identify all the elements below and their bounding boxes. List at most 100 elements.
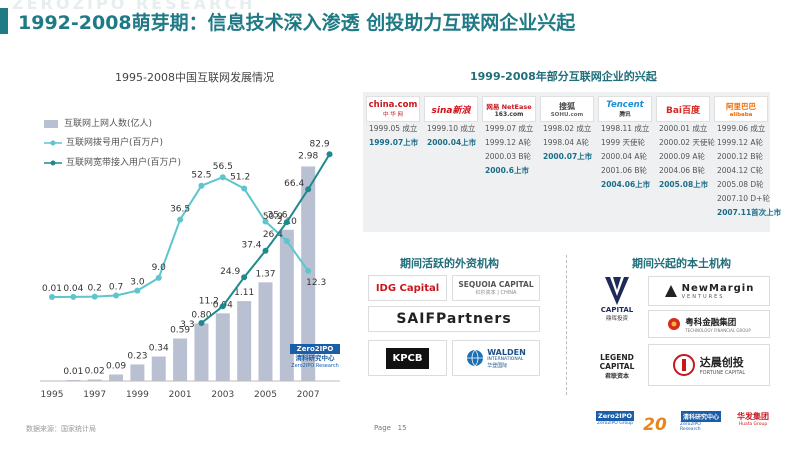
bar-label-2004: 1.11 [234, 288, 254, 298]
yueke-text: 粤科金融集团 [685, 317, 737, 328]
cdh-v-icon [605, 277, 629, 305]
kpcb-logo: KPCB [368, 340, 447, 376]
company-event: 1999 天使轮 [601, 138, 645, 147]
fortune-capital-logo: 达晨创投 FORTUNE CAPITAL [648, 344, 770, 386]
dialup-point-1995 [49, 293, 55, 300]
company-ipo: 2000.07上市 [543, 152, 593, 161]
saif-partners-text: SAIFPartners [396, 311, 512, 327]
broadband-point-2008 [326, 151, 333, 158]
bar-2004 [237, 301, 252, 381]
broadband-label-2008: 82.9 [310, 139, 330, 149]
legend-item-dialup: 互联网拨号用户(百万户) [44, 135, 163, 148]
footer-20-anniversary-logo: 20 [638, 411, 672, 439]
bar-label-2001: 0.59 [170, 326, 190, 336]
sequoia-capital-logo: SEQUOIA CAPITAL 红杉资本 | CHINA [452, 275, 540, 301]
background-watermark: ZEROZIPO RESEARCH [12, 0, 256, 13]
walden-cn: 华登国际 [487, 362, 508, 369]
foreign-section-title: 期间活跃的外资机构 [400, 257, 499, 270]
bar-label-2000: 0.34 [149, 344, 169, 354]
company-event: 1998.04 A轮 [543, 138, 590, 147]
alibaba-logo-sub: alibaba [729, 111, 753, 118]
footer-logo-1-text: Zero2IPO [595, 411, 635, 421]
dialup-point-2007 [305, 267, 312, 274]
dialup-point-2001 [177, 216, 184, 223]
bar-2000 [151, 356, 166, 381]
fortune-capital-icon [672, 354, 695, 376]
saif-partners-logo: SAIFPartners [368, 306, 540, 332]
company-event: 1998.02 成立 [543, 124, 592, 133]
newmargin-icon [664, 285, 677, 297]
x-tick-label-2001: 2001 [169, 390, 192, 400]
company-column-chinacom: china.com 中 华 网 1999.05 成立 1999.07上市 [366, 96, 420, 150]
fortune-capital-sub: FORTUNE CAPITAL [699, 370, 746, 376]
dialup-point-2002 [198, 182, 205, 189]
netease-logo: 网易 NetEase 163.com [482, 96, 536, 122]
broadband-label-2006: 50.9 [263, 212, 283, 222]
chinacom-logo-sub: 中 华 网 [383, 112, 403, 118]
walden-logo: WALDEN INTERNATIONAL 华登国际 [452, 340, 540, 376]
bar-2001 [173, 338, 188, 381]
company-event: 2000.03 B轮 [485, 152, 532, 161]
tencent-logo-sub: 腾讯 [619, 112, 631, 118]
domestic-section-title: 期间兴起的本土机构 [632, 257, 731, 270]
sina-logo: sina新浪 [424, 96, 478, 122]
netease-logo-sub: 163.com [494, 110, 524, 118]
bar-2003 [215, 313, 230, 381]
bar-2005 [258, 282, 273, 381]
bar-label-2007: 2.98 [298, 151, 318, 161]
chart-watermark-line3: Zero2IPO Research [291, 363, 339, 369]
footer-logo-3-sub: Zero2IPO Research [680, 422, 701, 432]
walden-text-group: WALDEN INTERNATIONAL 华登国际 [487, 348, 526, 369]
walden-text: WALDEN [487, 347, 526, 357]
broadband-point-2007 [305, 186, 312, 193]
company-event: 1998.11 成立 [601, 124, 650, 133]
legend-item-broadband: 互联网宽带接入用户(百万户) [44, 155, 181, 168]
baidu-logo: Bai百度 [656, 96, 710, 122]
footer-huafa-group-logo: 华发集团 Huafa Group [728, 411, 778, 441]
company-column-netease: 网易 NetEase 163.com 1999.07 成立 1999.12 A轮… [482, 96, 536, 178]
page-title: 1992-2008萌芽期：信息技术深入渗透 创投助力互联网企业兴起 [18, 12, 576, 34]
footer-logo-1-sub: Zero2IPO Group [597, 421, 633, 426]
company-event: 2007.10 D+轮 [717, 194, 770, 203]
legend-swatch-broadband [44, 160, 62, 165]
cdh-capital-text: CAPITAL [600, 306, 634, 314]
company-ipo: 2004.06上市 [601, 180, 651, 189]
legend-capital-sub: 君联资本 [604, 372, 629, 380]
walden-globe-icon [467, 349, 484, 367]
x-tick-label-1995: 1995 [41, 390, 64, 400]
title-accent-bar [0, 8, 8, 34]
dialup-label-1997: 0.2 [88, 284, 102, 294]
bar-label-1997: 0.02 [85, 367, 105, 377]
dialup-label-1995: 0.01 [42, 284, 62, 294]
kpcb-text: KPCB [386, 347, 429, 369]
legend-swatch-dialup [44, 140, 62, 145]
company-event: 2000.04 A轮 [601, 152, 648, 161]
bar-1998 [109, 374, 124, 381]
dialup-point-2006 [283, 238, 290, 245]
tencent-logo-text: Tencent [606, 100, 644, 110]
dialup-label-2004: 51.2 [230, 172, 250, 182]
baidu-logo-text: Bai百度 [665, 105, 701, 116]
dialup-point-2000 [155, 274, 162, 281]
chart-watermark-line1: Zero2IPO [290, 344, 340, 354]
company-event: 2000.01 成立 [659, 124, 708, 133]
company-column-sohu: 搜狐 SOHU.com 1998.02 成立 1998.04 A轮 2000.0… [540, 96, 594, 164]
alibaba-logo: 阿里巴巴 alibaba [714, 96, 768, 122]
bar-1999 [130, 364, 145, 381]
sequoia-capital-text: SEQUOIA CAPITAL [458, 280, 534, 289]
dialup-label-1998: 0.7 [109, 283, 123, 293]
bar-2002 [194, 323, 209, 381]
bar-label-1999: 0.23 [127, 351, 147, 361]
x-tick-label-2005: 2005 [254, 390, 277, 400]
broadband-label-2007: 66.4 [284, 179, 304, 189]
chart-title: 1995-2008中国互联网发展情况 [115, 71, 274, 84]
bar-label-2005: 1.37 [255, 269, 275, 279]
x-tick-label-2007: 2007 [297, 390, 320, 400]
yueke-text-group: 粤科金融集团 TECHNOLOGY FINANCIAL GROUP [685, 316, 751, 333]
company-event: 2004.12 C轮 [717, 166, 764, 175]
legend-swatch-bar [44, 119, 58, 128]
legend-label-broadband: 互联网宽带接入用户(百万户) [66, 158, 182, 168]
page-number-value: 15 [397, 424, 407, 432]
company-ipo: 2007.11首次上市 [717, 208, 782, 217]
bar-label-1998: 0.09 [106, 362, 126, 372]
